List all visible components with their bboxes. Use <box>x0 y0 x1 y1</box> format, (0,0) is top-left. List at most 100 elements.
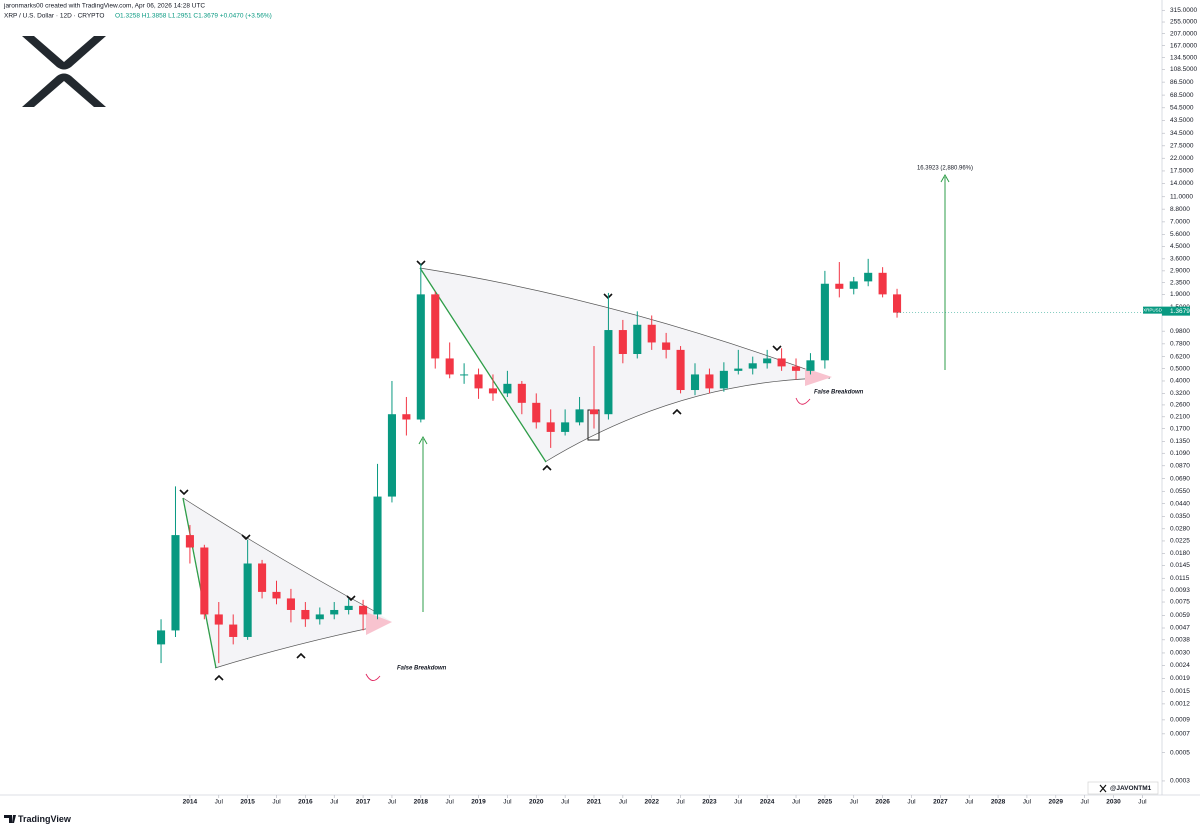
candle-body <box>561 422 570 432</box>
candle-body <box>777 358 786 367</box>
x-tick-label: 2024 <box>760 799 775 806</box>
trend-line <box>214 627 371 669</box>
y-tick-label: 0.0075 <box>1170 599 1190 606</box>
candle-body <box>546 422 555 432</box>
x-tick-label: Jul <box>330 799 339 806</box>
y-tick-label: 134.5000 <box>1170 54 1197 61</box>
y-tick-label: 315.0000 <box>1170 7 1197 14</box>
header-bg <box>0 0 330 22</box>
x-tick-label: Jul <box>619 799 628 806</box>
y-tick-label: 0.1700 <box>1170 425 1190 432</box>
x-tick-label: Jul <box>1080 799 1089 806</box>
candle-body <box>488 388 498 394</box>
y-tick-label: 34.5000 <box>1170 130 1194 137</box>
y-tick-label: 0.0038 <box>1170 637 1190 644</box>
y-tick-label: 17.5000 <box>1170 168 1194 175</box>
trend-line <box>419 267 831 379</box>
x-tick-label: Jul <box>792 799 801 806</box>
x-tick-label: 2028 <box>991 799 1006 806</box>
y-tick-label: 4.5000 <box>1170 243 1190 250</box>
y-tick-label: 0.0024 <box>1170 662 1190 669</box>
y-tick-label: 0.0145 <box>1170 562 1190 569</box>
x-tick-label: 2014 <box>183 799 198 806</box>
tv-logo <box>4 815 16 823</box>
y-tick-label: 0.0093 <box>1170 587 1190 594</box>
candle-body <box>893 294 902 313</box>
y-tick-label: 0.0280 <box>1170 526 1190 533</box>
y-tick-label: 0.2600 <box>1170 402 1190 409</box>
price-label-box <box>1143 306 1162 314</box>
candle-body <box>864 272 873 282</box>
candle-body <box>604 330 613 415</box>
y-tick-label: 7.0000 <box>1170 219 1190 226</box>
candle-body <box>157 630 166 645</box>
y-tick-label: 8.8000 <box>1170 206 1190 213</box>
x-tick-label: Jul <box>1138 799 1147 806</box>
xrp-logo <box>22 36 106 107</box>
symbol-line: XRP / U.S. Dollar · 12D · CRYPTO <box>4 13 104 20</box>
candle-body <box>503 383 512 394</box>
author-line: jaronmarks00 created with TradingView.co… <box>3 3 205 10</box>
x-tick-label: Jul <box>503 799 512 806</box>
candle-body <box>618 330 627 354</box>
candle-body <box>315 614 324 620</box>
y-tick-label: 68.5000 <box>1170 92 1194 99</box>
candle-body <box>344 605 353 610</box>
candle-body <box>460 374 469 376</box>
candle-body <box>633 324 642 354</box>
annotation: 16.3923 (2,880.96%) <box>917 166 973 172</box>
candle-body <box>272 591 281 599</box>
x-tick-label: 2023 <box>702 799 717 806</box>
candle-body <box>849 281 858 289</box>
y-tick-label: 11.0000 <box>1170 193 1193 200</box>
candle-body <box>200 547 209 615</box>
candle-body <box>359 605 368 615</box>
apex-marker <box>366 612 392 635</box>
x-tick-label: Jul <box>734 799 743 806</box>
candle-body <box>474 374 483 389</box>
brand: TradingView <box>18 814 72 824</box>
candle-body <box>763 358 772 364</box>
y-tick-label: 0.7800 <box>1170 341 1190 348</box>
x-tick-label: 2015 <box>240 799 255 806</box>
y-tick-label: 5.6000 <box>1170 231 1190 238</box>
y-tick-label: 54.5000 <box>1170 105 1194 112</box>
y-tick-label: 0.0007 <box>1170 731 1190 738</box>
candle-body <box>445 358 454 375</box>
y-tick-label: 0.0012 <box>1170 701 1190 708</box>
x-tick-label: Jul <box>965 799 974 806</box>
x-logo <box>1099 784 1107 793</box>
y-tick-label: 0.0115 <box>1170 575 1190 582</box>
x-tick-label: 2017 <box>356 799 371 806</box>
watermark: @JAVONTM1 <box>1110 785 1152 792</box>
x-tick-label: 2020 <box>529 799 544 806</box>
candle-body <box>705 374 714 389</box>
candle-body <box>330 609 339 615</box>
y-tick-label: 2.9000 <box>1170 268 1190 275</box>
y-tick-label: 0.9800 <box>1170 328 1190 335</box>
y-tick-label: 3.6000 <box>1170 256 1190 263</box>
arrow-head <box>418 435 428 445</box>
candle-body <box>243 563 252 637</box>
candle-body <box>185 535 194 548</box>
y-tick-label: 43.5000 <box>1170 117 1194 124</box>
candle-body <box>878 272 887 295</box>
candle-body <box>258 563 267 592</box>
triangle-fill <box>420 268 830 462</box>
x-tick-label: Jul <box>446 799 455 806</box>
y-tick-label: 0.0009 <box>1170 717 1190 724</box>
curved-arrow <box>795 397 811 405</box>
candle-body <box>575 409 584 423</box>
candle-body <box>806 360 815 371</box>
y-tick-label: 0.3200 <box>1170 390 1190 397</box>
candle-body <box>517 383 526 403</box>
y-tick-label: 2.3500 <box>1170 279 1190 286</box>
y-tick-label: 0.4000 <box>1170 378 1190 385</box>
candle-body <box>835 283 844 289</box>
y-tick-label: 0.0005 <box>1170 749 1190 756</box>
move-line <box>419 267 547 463</box>
symbol-label: XRPUSD <box>1143 307 1163 312</box>
candle-body <box>719 370 728 389</box>
candle-body <box>791 366 801 371</box>
